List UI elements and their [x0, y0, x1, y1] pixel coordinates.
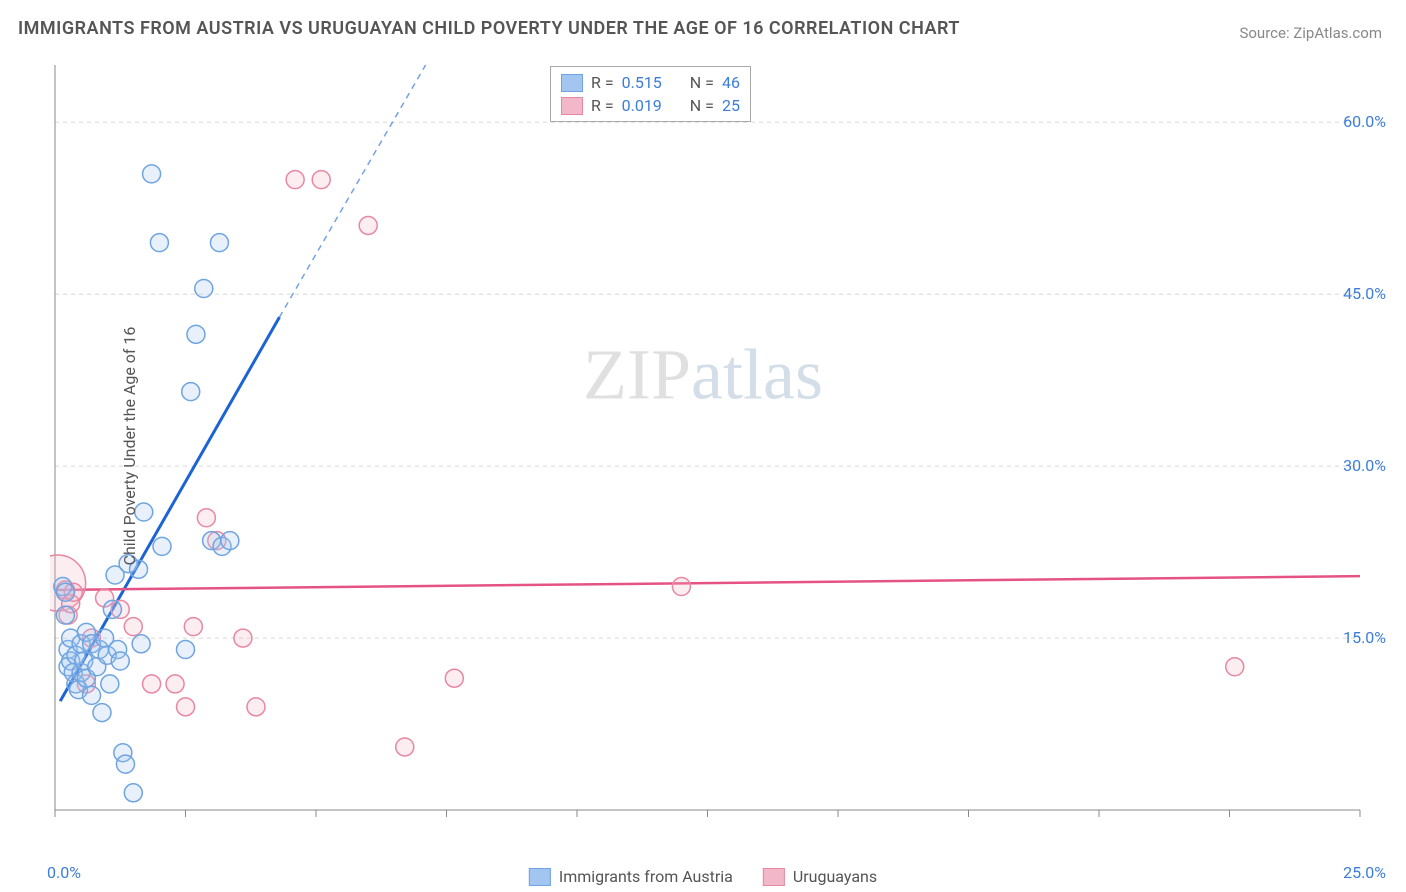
n-value-b: 25 — [722, 96, 740, 115]
legend-swatch-a — [561, 74, 583, 92]
correlation-legend: R = 0.515 N = 46 R = 0.019 N = 25 — [550, 66, 751, 122]
y-tick-15: 15.0% — [1343, 628, 1386, 647]
y-tick-60: 60.0% — [1343, 112, 1386, 131]
legend-label-b: Uruguayans — [793, 867, 877, 886]
y-tick-30: 30.0% — [1343, 456, 1386, 475]
n-value-a: 46 — [722, 73, 740, 92]
n-label-b: N = — [690, 96, 714, 115]
legend-row-b: R = 0.019 N = 25 — [561, 94, 740, 117]
chart-svg — [50, 60, 1370, 830]
y-axis-label: Child Poverty Under the Age of 16 — [120, 327, 139, 566]
y-tick-45: 45.0% — [1343, 284, 1386, 303]
series-legend: Immigrants from Austria Uruguayans — [529, 867, 877, 886]
legend-item-b: Uruguayans — [763, 867, 877, 886]
r-value-a: 0.515 — [622, 73, 662, 92]
n-label-a: N = — [690, 73, 714, 92]
r-label-a: R = — [591, 73, 614, 92]
legend-label-a: Immigrants from Austria — [559, 867, 733, 886]
chart-title: IMMIGRANTS FROM AUSTRIA VS URUGUAYAN CHI… — [18, 18, 960, 39]
source-attribution: Source: ZipAtlas.com — [1239, 24, 1382, 42]
x-tick-0: 0.0% — [47, 863, 81, 882]
plot-area — [50, 60, 1370, 830]
legend-swatch-b — [561, 97, 583, 115]
r-value-b: 0.019 — [622, 96, 662, 115]
legend-swatch-b-bottom — [763, 868, 785, 886]
r-label-b: R = — [591, 96, 614, 115]
legend-swatch-a-bottom — [529, 868, 551, 886]
x-tick-25: 25.0% — [1343, 863, 1386, 882]
legend-item-a: Immigrants from Austria — [529, 867, 733, 886]
legend-row-a: R = 0.515 N = 46 — [561, 71, 740, 94]
